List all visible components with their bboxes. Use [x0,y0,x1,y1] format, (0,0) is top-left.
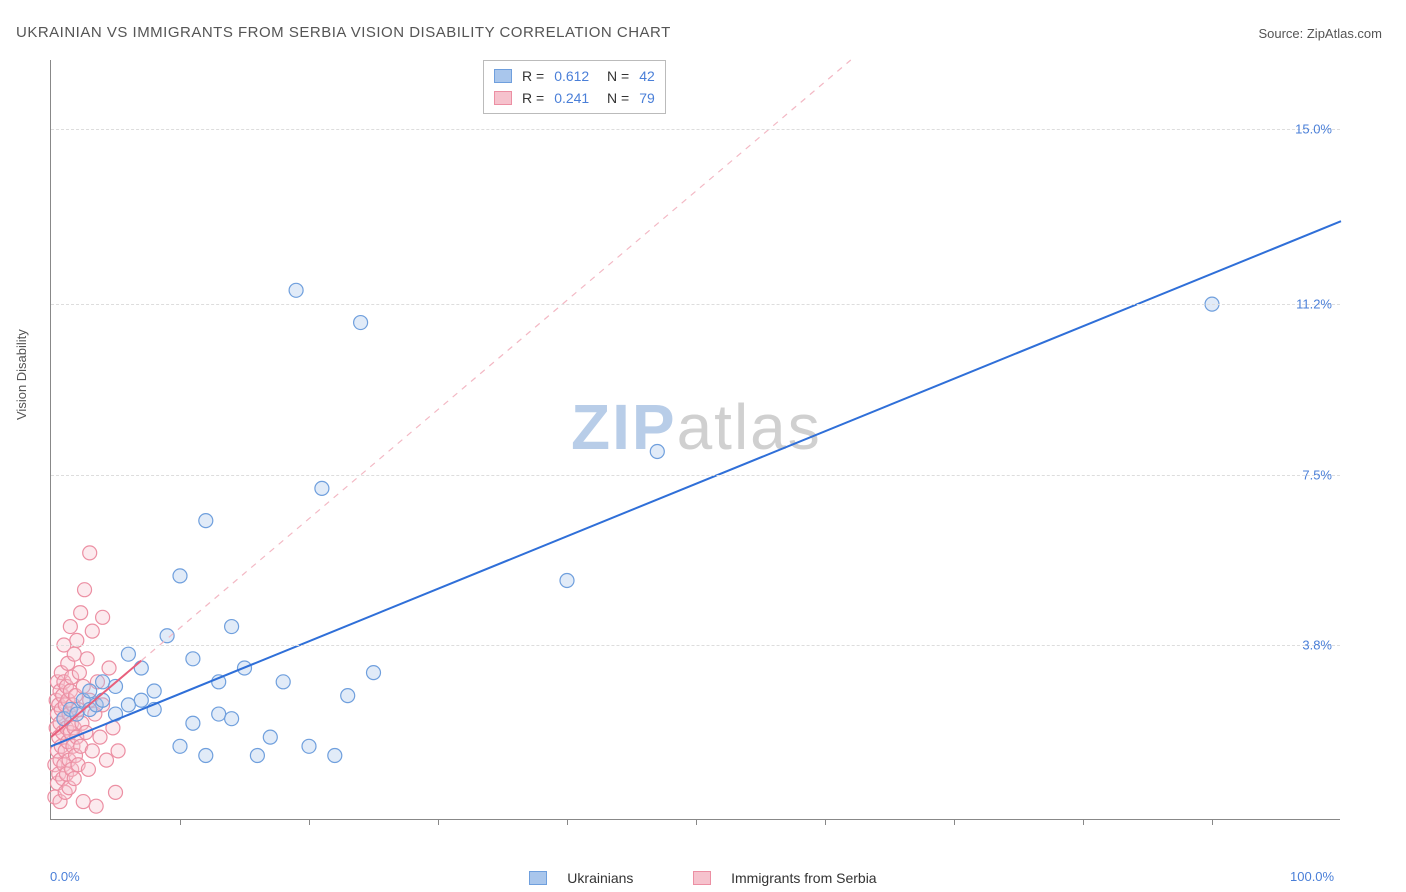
point-ukrainians [354,316,368,330]
x-tick [567,819,568,825]
x-tick [954,819,955,825]
swatch-ukrainians [494,69,512,83]
point-serbia [72,666,86,680]
point-ukrainians [134,693,148,707]
point-ukrainians [250,749,264,763]
point-ukrainians [83,684,97,698]
x-tick [1083,819,1084,825]
point-ukrainians [160,629,174,643]
point-serbia [99,753,113,767]
n-label-2: N = [599,87,629,109]
legend-label-serbia: Immigrants from Serbia [731,870,876,886]
source-value: ZipAtlas.com [1307,26,1382,41]
x-tick [180,819,181,825]
x-tick [825,819,826,825]
y-axis-label: Vision Disability [14,329,29,420]
point-serbia [85,624,99,638]
chart-title: UKRAINIAN VS IMMIGRANTS FROM SERBIA VISI… [16,24,671,41]
point-ukrainians [199,514,213,528]
trendline-serbia-extrapolated [141,60,851,661]
point-serbia [67,647,81,661]
point-ukrainians [650,445,664,459]
point-ukrainians [328,749,342,763]
y-tick-label: 15.0% [1295,122,1332,137]
gridline-h [51,475,1340,476]
point-serbia [102,661,116,675]
point-ukrainians [121,698,135,712]
point-ukrainians [121,647,135,661]
point-serbia [63,620,77,634]
x-tick [696,819,697,825]
point-ukrainians [225,712,239,726]
trendline-ukrainians [51,221,1341,746]
series-legend: Ukrainians Immigrants from Serbia [0,869,1406,886]
point-ukrainians [341,689,355,703]
point-serbia [76,795,90,809]
y-tick-label: 11.2% [1296,297,1332,312]
plot-area: ZIPatlas R = 0.612 N = 42 R = 0.241 N = … [50,60,1340,820]
swatch-serbia [494,91,512,105]
r-label-2: R = [522,87,544,109]
legend-row-serbia: R = 0.241 N = 79 [494,87,655,109]
point-ukrainians [96,675,110,689]
point-serbia [109,785,123,799]
gridline-h [51,304,1340,305]
x-tick [438,819,439,825]
point-ukrainians [186,716,200,730]
r-value-serbia: 0.241 [554,87,589,109]
point-ukrainians [173,569,187,583]
n-label-1: N = [599,65,629,87]
gridline-h [51,129,1340,130]
point-serbia [111,744,125,758]
y-tick-label: 3.8% [1302,637,1332,652]
r-label-1: R = [522,65,544,87]
gridline-h [51,645,1340,646]
point-serbia [81,762,95,776]
point-ukrainians [289,283,303,297]
n-value-ukrainians: 42 [639,65,655,87]
point-ukrainians [147,684,161,698]
point-ukrainians [96,693,110,707]
point-serbia [74,606,88,620]
point-ukrainians [134,661,148,675]
point-ukrainians [302,739,316,753]
y-tick-label: 7.5% [1302,467,1332,482]
point-serbia [85,744,99,758]
point-ukrainians [276,675,290,689]
point-serbia [80,652,94,666]
point-serbia [67,772,81,786]
legend-label-ukrainians: Ukrainians [567,870,633,886]
r-value-ukrainians: 0.612 [554,65,589,87]
point-ukrainians [560,573,574,587]
source-prefix: Source: [1258,26,1306,41]
point-ukrainians [367,666,381,680]
source-attribution: Source: ZipAtlas.com [1258,26,1382,41]
chart-svg [51,60,1340,819]
point-ukrainians [263,730,277,744]
swatch-serbia-bottom [693,871,711,885]
point-ukrainians [173,739,187,753]
point-serbia [96,610,110,624]
x-tick-label: 100.0% [1290,869,1334,884]
swatch-ukrainians-bottom [529,871,547,885]
point-ukrainians [212,707,226,721]
x-tick [1212,819,1213,825]
point-serbia [93,730,107,744]
correlation-legend: R = 0.612 N = 42 R = 0.241 N = 79 [483,60,666,114]
x-tick [309,819,310,825]
point-serbia [83,546,97,560]
point-ukrainians [225,620,239,634]
legend-row-ukrainians: R = 0.612 N = 42 [494,65,655,87]
point-ukrainians [315,481,329,495]
point-serbia [89,799,103,813]
point-ukrainians [199,749,213,763]
n-value-serbia: 79 [639,87,655,109]
x-tick-label: 0.0% [50,869,80,884]
point-ukrainians [186,652,200,666]
point-serbia [78,583,92,597]
